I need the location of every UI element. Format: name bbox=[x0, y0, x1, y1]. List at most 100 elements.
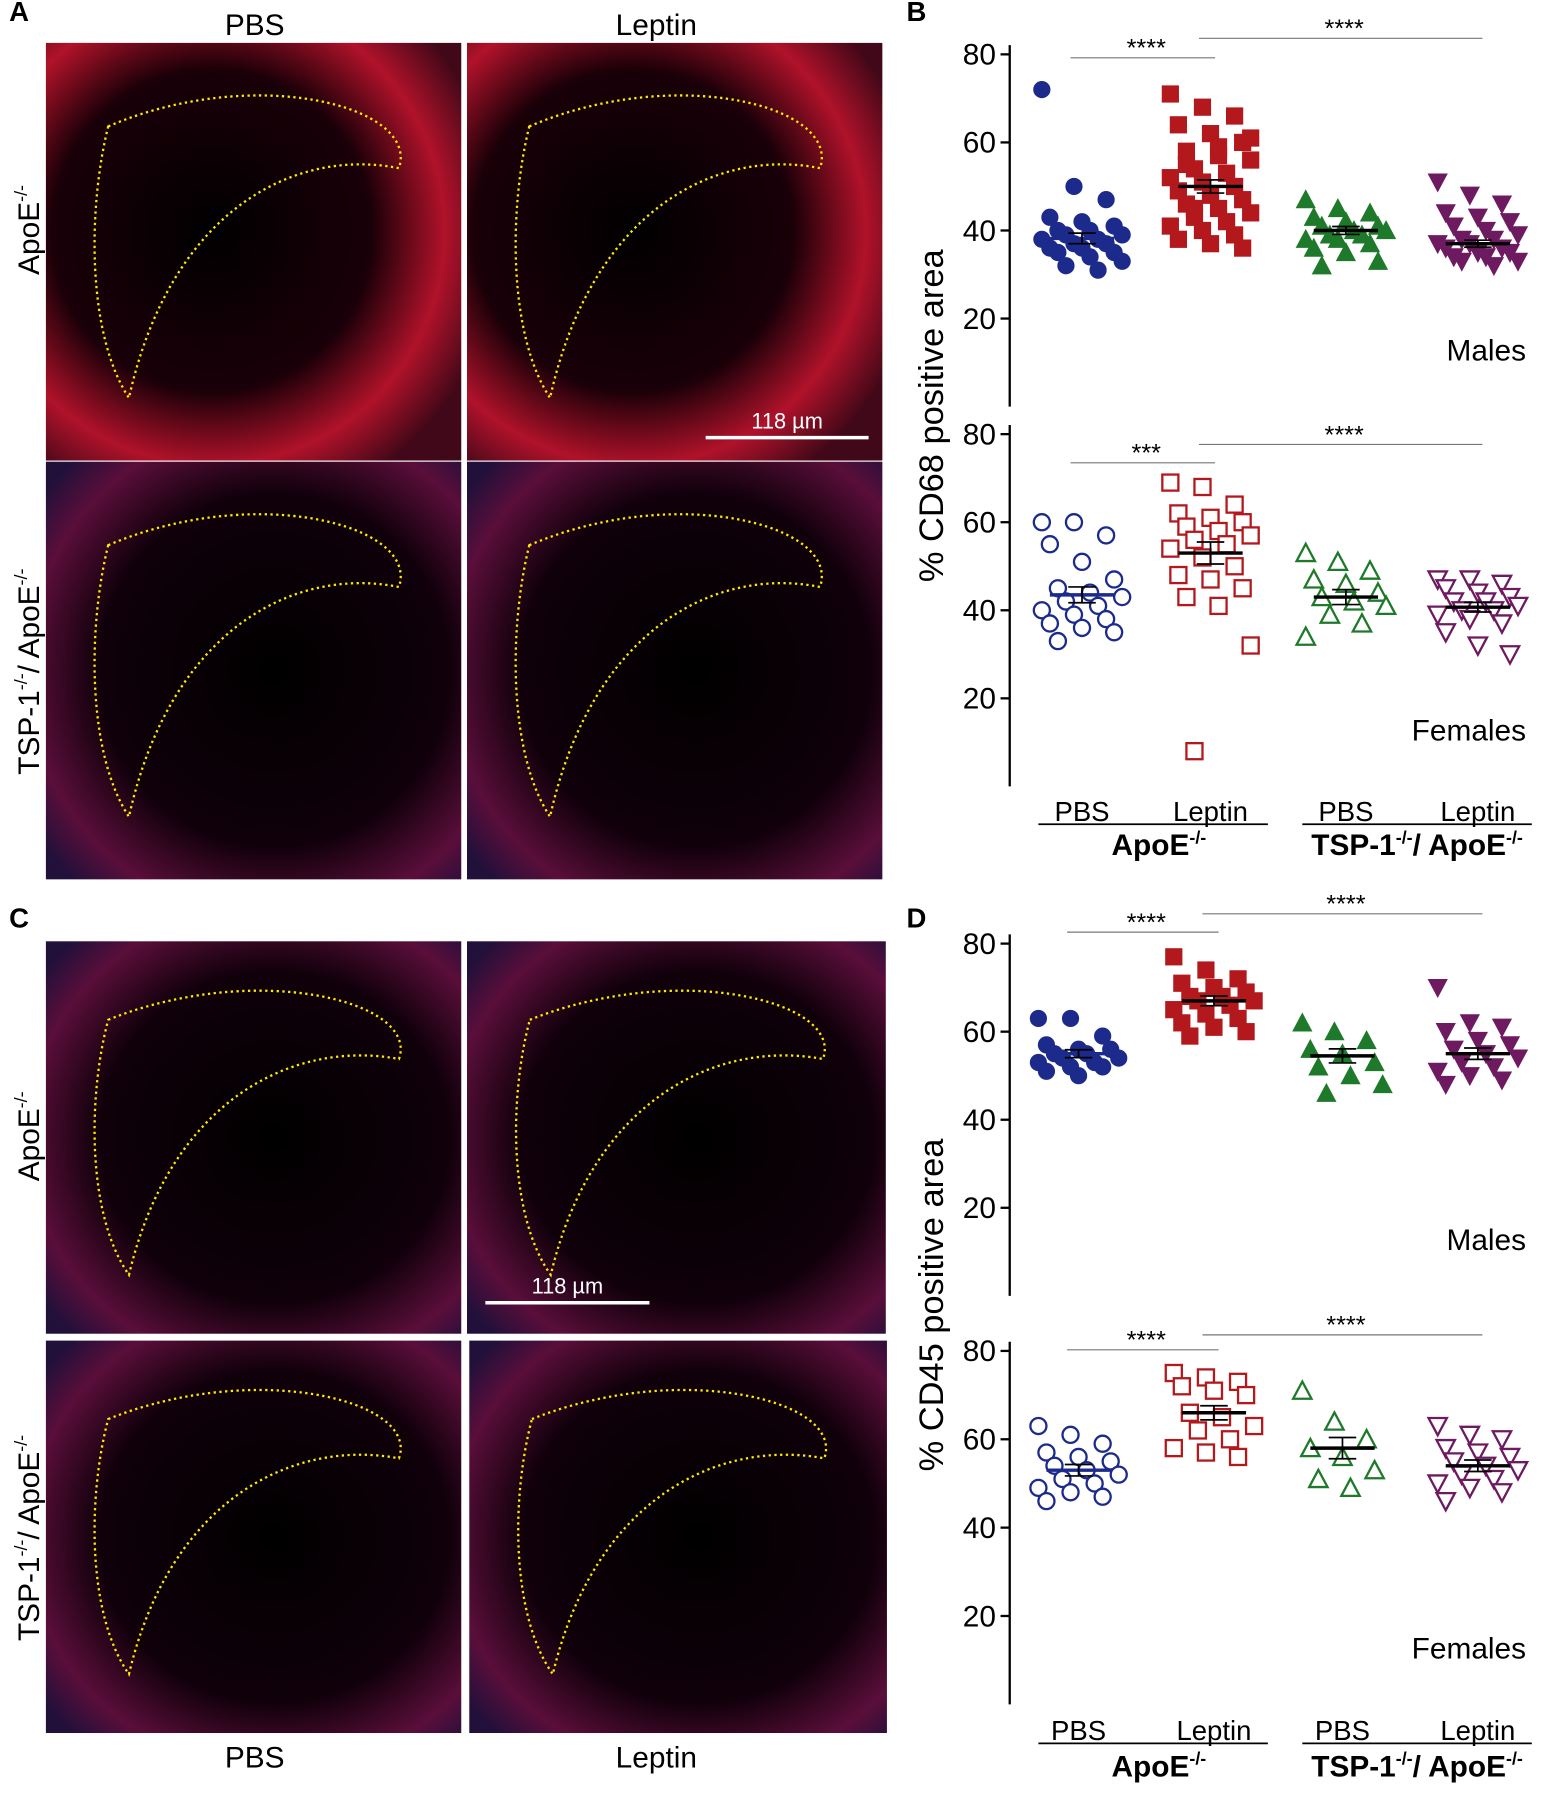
row-label: TSP-1-/-/ ApoE-/- bbox=[11, 1435, 46, 1641]
data-point bbox=[1225, 495, 1244, 514]
significance-label: **** bbox=[1127, 35, 1166, 63]
data-point bbox=[1093, 1487, 1112, 1506]
data-point bbox=[1241, 526, 1260, 545]
data-point bbox=[1506, 1461, 1530, 1482]
y-tick-label: 20 bbox=[963, 303, 996, 336]
data-point bbox=[1049, 243, 1067, 262]
data-point bbox=[1196, 1443, 1216, 1462]
data-point bbox=[1483, 1058, 1505, 1078]
data-point bbox=[1350, 611, 1374, 633]
data-point bbox=[1169, 230, 1187, 248]
data-point bbox=[1490, 614, 1514, 636]
data-point bbox=[1033, 80, 1051, 99]
data-point bbox=[1161, 473, 1180, 492]
data-point bbox=[1217, 535, 1236, 554]
data-point bbox=[1435, 204, 1456, 224]
data-point bbox=[1225, 557, 1244, 576]
micrograph bbox=[45, 42, 462, 461]
error-bar bbox=[1068, 586, 1096, 604]
data-point bbox=[1459, 186, 1480, 206]
data-point bbox=[1302, 567, 1325, 589]
y-tick-label: 40 bbox=[963, 215, 996, 248]
group-label-part: / ApoE bbox=[1413, 829, 1506, 862]
data-point bbox=[1069, 1067, 1088, 1085]
data-point bbox=[1177, 155, 1196, 174]
panel-label: A bbox=[9, 0, 29, 27]
row-label-part: / ApoE bbox=[13, 1452, 46, 1540]
data-point bbox=[1427, 979, 1448, 999]
row-label: ApoE-/- bbox=[11, 185, 46, 275]
data-point bbox=[1324, 1021, 1345, 1041]
data-point bbox=[1491, 195, 1513, 215]
data-point bbox=[1483, 257, 1505, 277]
error-bar bbox=[1328, 1436, 1357, 1460]
error-bar bbox=[1064, 1463, 1093, 1477]
data-point bbox=[1356, 1030, 1377, 1050]
data-point bbox=[1185, 530, 1204, 550]
data-point bbox=[1291, 1379, 1314, 1400]
data-point bbox=[1169, 116, 1187, 134]
y-tick-label: 80 bbox=[963, 928, 996, 961]
data-point bbox=[1506, 596, 1530, 618]
data-point bbox=[1209, 138, 1228, 156]
y-tick-label: 60 bbox=[963, 127, 996, 160]
data-point bbox=[1435, 1075, 1456, 1095]
group-label: ApoE-/- bbox=[1111, 1749, 1206, 1784]
data-point bbox=[1109, 1465, 1128, 1484]
data-point bbox=[1303, 237, 1324, 257]
data-point bbox=[1499, 1036, 1521, 1056]
panel-label: D bbox=[906, 903, 926, 934]
y-tick-label: 20 bbox=[963, 1600, 996, 1633]
group-label-part: TSP-1 bbox=[1311, 1751, 1396, 1784]
y-tick-label: 80 bbox=[963, 1335, 996, 1368]
error-bar bbox=[1332, 225, 1360, 236]
micrograph bbox=[466, 941, 886, 1334]
error-bar bbox=[1332, 588, 1360, 606]
data-point bbox=[1233, 579, 1252, 598]
significance-label: **** bbox=[1326, 1312, 1365, 1340]
data-point bbox=[1244, 1416, 1264, 1436]
group-label: TSP-1-/-/ ApoE-/- bbox=[1311, 1749, 1523, 1784]
data-point bbox=[1498, 1447, 1522, 1469]
data-point bbox=[1434, 1491, 1457, 1513]
group-label-part: -/- bbox=[1506, 827, 1523, 847]
y-tick-label: 40 bbox=[963, 595, 996, 628]
data-point bbox=[1193, 477, 1212, 497]
y-tick-label: 60 bbox=[963, 507, 996, 540]
significance-label: **** bbox=[1325, 15, 1364, 43]
data-point bbox=[1443, 217, 1464, 237]
data-point bbox=[1094, 1058, 1112, 1076]
data-point bbox=[1434, 1438, 1457, 1460]
y-tick-label: 80 bbox=[963, 39, 996, 72]
data-point bbox=[1459, 1014, 1480, 1034]
y-tick-label: 60 bbox=[963, 1424, 996, 1457]
y-tick-label: 60 bbox=[963, 1016, 996, 1049]
data-point bbox=[1029, 1009, 1048, 1028]
data-point bbox=[1308, 1056, 1329, 1076]
data-point bbox=[1201, 570, 1220, 589]
data-point bbox=[1228, 1447, 1248, 1467]
annotation: Males bbox=[1446, 1224, 1526, 1257]
outline bbox=[517, 1388, 828, 1677]
x-tick-label: Leptin bbox=[1176, 1715, 1251, 1746]
data-point bbox=[1374, 594, 1398, 616]
data-point bbox=[1029, 1478, 1048, 1498]
data-point bbox=[1307, 1467, 1330, 1489]
data-point bbox=[1367, 250, 1389, 270]
data-point bbox=[1327, 228, 1349, 248]
row-label-part: -/- bbox=[11, 1435, 31, 1452]
data-point bbox=[1491, 1071, 1513, 1091]
y-tick-label: 80 bbox=[963, 418, 996, 451]
data-point bbox=[1426, 1474, 1449, 1496]
data-point bbox=[1459, 1067, 1480, 1087]
y-tick-label: 20 bbox=[963, 1192, 996, 1225]
data-point bbox=[1177, 587, 1196, 607]
data-point bbox=[1037, 1443, 1056, 1462]
data-point bbox=[1032, 513, 1052, 532]
data-point bbox=[1426, 1416, 1449, 1438]
data-point bbox=[1057, 257, 1075, 275]
data-point bbox=[1295, 228, 1316, 248]
data-point bbox=[1061, 1425, 1080, 1445]
data-point bbox=[1188, 1421, 1208, 1440]
